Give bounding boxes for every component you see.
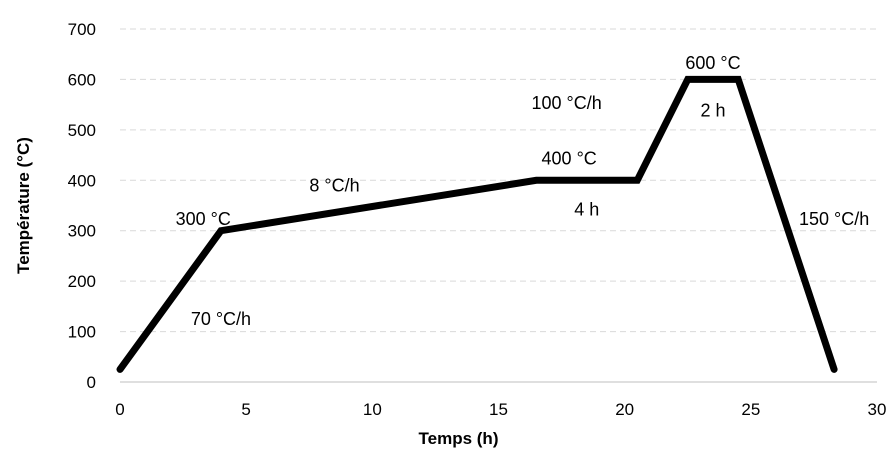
annotation-label: 8 °C/h: [309, 175, 359, 195]
annotation-label: 400 °C: [542, 149, 597, 169]
y-axis-title: Température (°C): [14, 137, 33, 274]
series-line-0: [116, 75, 838, 373]
x-tick-label: 15: [489, 400, 508, 419]
annotation-label: 150 °C/h: [799, 209, 869, 229]
x-tick-label: 20: [615, 400, 634, 419]
x-tick-label: 5: [241, 400, 250, 419]
x-tick-label: 0: [115, 400, 124, 419]
annotation-label: 100 °C/h: [532, 93, 602, 113]
annotation-label: 4 h: [574, 200, 599, 220]
annotation-label: 2 h: [700, 101, 725, 121]
series-layer: [116, 75, 838, 373]
annotation-label: 600 °C: [685, 53, 740, 73]
annotation-label: 300 °C: [176, 209, 231, 229]
x-tick-label: 10: [363, 400, 382, 419]
x-tick-label: 30: [868, 400, 887, 419]
y-tick-label: 400: [68, 171, 96, 190]
gridlines: [120, 28, 877, 333]
y-tick-label: 100: [68, 323, 96, 342]
y-tick-label: 700: [68, 20, 96, 39]
tick-labels: 0 100 200 300 400 500 600 700 0 5 10 15 20 25 30: [68, 20, 887, 419]
x-axis-title: Temps (h): [419, 429, 499, 448]
x-tick-label: 25: [741, 400, 760, 419]
y-tick-label: 0: [87, 373, 96, 392]
y-tick-label: 600: [68, 70, 96, 89]
annotations-layer: 300 °C 70 °C/h 8 °C/h 400 °C 4 h 100 °C/h 600 …: [176, 53, 870, 329]
y-tick-label: 200: [68, 272, 96, 291]
annotation-label: 70 °C/h: [191, 309, 251, 329]
y-tick-label: 500: [68, 121, 96, 140]
y-tick-label: 300: [68, 222, 96, 241]
